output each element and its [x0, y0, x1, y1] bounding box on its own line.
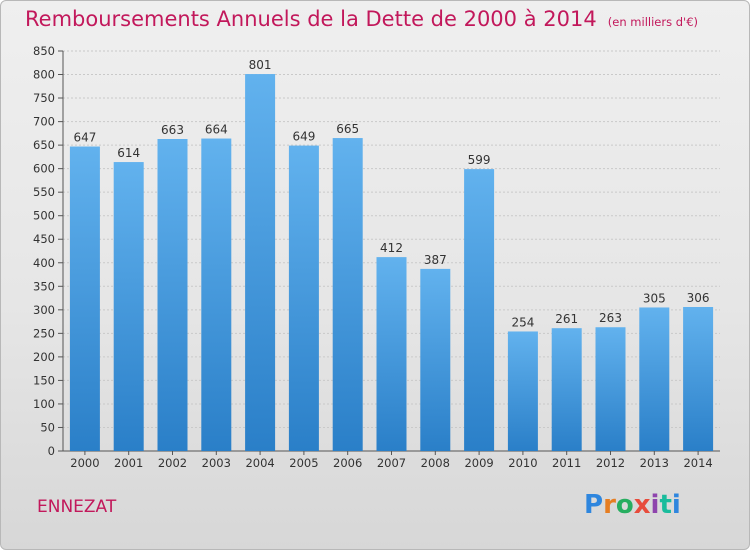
chart-title: Remboursements Annuels de la Dette de 20… [25, 7, 698, 31]
x-tick-label: 2014 [683, 456, 712, 470]
data-label: 665 [336, 122, 359, 136]
data-label: 254 [511, 315, 534, 329]
data-label: 263 [599, 311, 622, 325]
labels: 0 50 100 150 200 250 300 350 400 450 500 550 600 650 7… [33, 44, 713, 470]
y-tick-label: 800 [33, 68, 55, 82]
bar [420, 268, 451, 451]
x-tick-label: 2011 [552, 456, 581, 470]
x-tick-label: 2002 [158, 456, 187, 470]
bar [551, 328, 582, 451]
x-tick-label: 2006 [333, 456, 362, 470]
bar [157, 139, 188, 451]
bar [507, 331, 538, 451]
y-tick-label: 750 [33, 91, 55, 105]
y-tick-label: 100 [33, 397, 55, 411]
y-tick-label: 700 [33, 115, 55, 129]
data-label: 261 [555, 312, 578, 326]
y-tick-label: 300 [33, 303, 55, 317]
bar [288, 145, 319, 451]
y-tick-label: 600 [33, 162, 55, 176]
x-tick-label: 2005 [289, 456, 318, 470]
y-tick-label: 0 [48, 444, 55, 458]
bar [113, 162, 144, 451]
y-tick-label: 650 [33, 138, 55, 152]
bar [332, 138, 363, 451]
x-tick-label: 2004 [245, 456, 274, 470]
data-label: 305 [643, 291, 666, 305]
bar [69, 146, 100, 451]
commune-name: ENNEZAT [37, 497, 117, 517]
y-tick-label: 550 [33, 185, 55, 199]
data-label: 306 [687, 291, 710, 305]
bars [69, 74, 714, 451]
y-tick-label: 450 [33, 232, 55, 246]
data-label: 647 [73, 131, 96, 145]
proxiti-logo: Proxiti [584, 490, 681, 520]
data-label: 801 [249, 58, 272, 72]
y-tick-label: 200 [33, 350, 55, 364]
x-tick-label: 2000 [70, 456, 99, 470]
bar [245, 74, 276, 451]
data-label: 387 [424, 253, 447, 267]
bar [639, 307, 670, 451]
bar [376, 257, 407, 451]
data-label: 412 [380, 241, 403, 255]
y-tick-label: 400 [33, 256, 55, 270]
x-tick-label: 2013 [640, 456, 669, 470]
y-tick-label: 250 [33, 326, 55, 340]
x-tick-label: 2003 [202, 456, 231, 470]
bar [683, 307, 714, 451]
chart-title-text: Remboursements Annuels de la Dette de 20… [25, 7, 597, 31]
y-tick-label: 350 [33, 279, 55, 293]
data-label: 599 [468, 153, 491, 167]
data-label: 649 [292, 130, 315, 144]
x-tick-label: 2009 [464, 456, 493, 470]
data-label: 664 [205, 123, 228, 137]
x-tick-label: 2010 [508, 456, 537, 470]
x-tick-label: 2012 [596, 456, 625, 470]
bar [464, 169, 495, 451]
y-tick-label: 50 [40, 420, 55, 434]
bar [595, 327, 626, 451]
y-tick-label: 850 [33, 44, 55, 58]
data-label: 614 [117, 146, 140, 160]
x-tick-label: 2001 [114, 456, 143, 470]
x-tick-label: 2007 [377, 456, 406, 470]
chart-unit-text: (en milliers d'€) [607, 15, 698, 29]
y-tick-label: 500 [33, 209, 55, 223]
bar [201, 138, 232, 451]
data-label: 663 [161, 123, 184, 137]
x-tick-label: 2008 [421, 456, 450, 470]
y-tick-label: 150 [33, 373, 55, 387]
